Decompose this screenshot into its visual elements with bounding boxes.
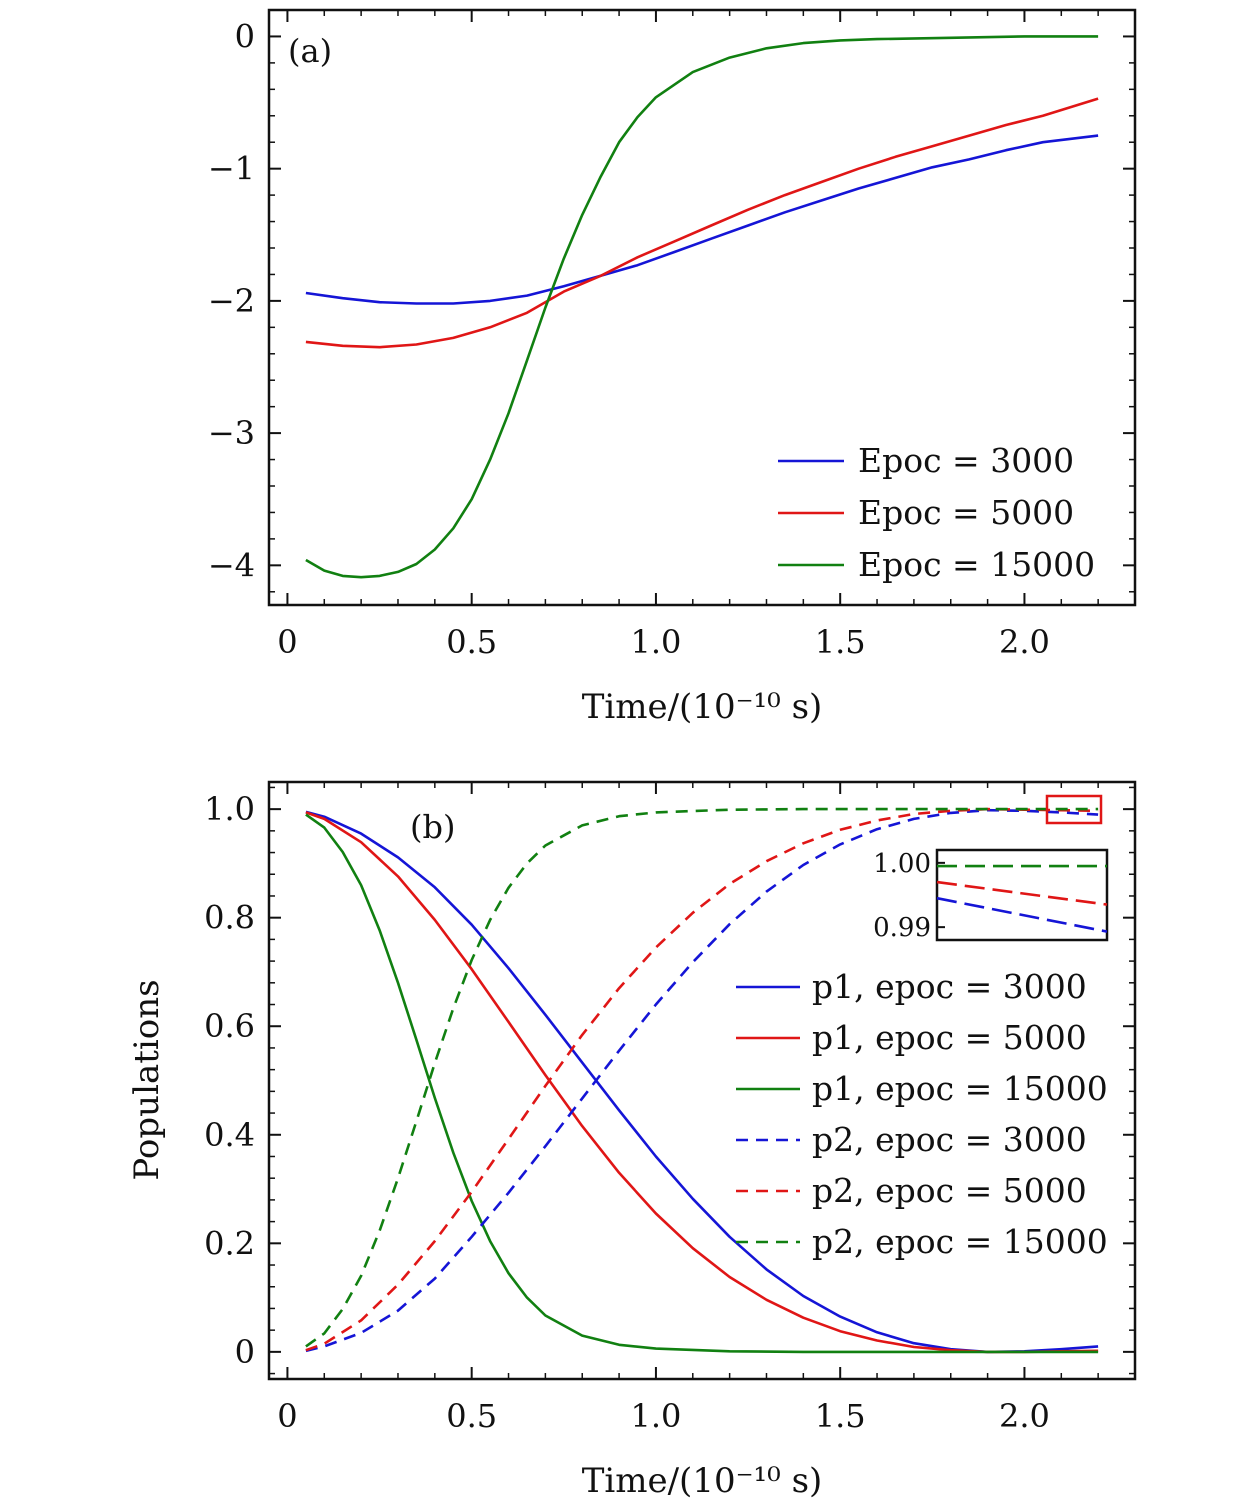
x-tick-label: 0.5 bbox=[446, 1397, 497, 1435]
y-tick-label: 0.6 bbox=[204, 1007, 255, 1045]
series-line-3 bbox=[305, 813, 1099, 1354]
zoom-region-box bbox=[1045, 794, 1103, 825]
legend-a: Epoc = 3000 Epoc = 5000 Epoc = 15000 bbox=[778, 441, 1095, 584]
ticks-b: 0 0.5 1.0 1.5 2.0 0 0.2 0.4 0.6 0.8 1.0 bbox=[204, 782, 1135, 1435]
x-tick-label: 2.0 bbox=[999, 1397, 1050, 1435]
panel-b: 0 0.5 1.0 1.5 2.0 0 0.2 0.4 0.6 0.8 1.0 (b) 1.00 0.… bbox=[127, 780, 1137, 1501]
x-tick-label: 1.5 bbox=[815, 1397, 866, 1435]
minor-ticks-a bbox=[269, 10, 1136, 605]
plot-frame-b bbox=[267, 780, 1137, 1381]
y-tick-label: 0.8 bbox=[204, 899, 255, 937]
y-tick-label: −1 bbox=[208, 150, 255, 188]
legend-label: p2, epoc = 5000 bbox=[812, 1171, 1087, 1210]
x-tick-label: 0 bbox=[277, 623, 297, 661]
y-tick-label: 0 bbox=[235, 1333, 255, 1371]
legend-label: p1, epoc = 3000 bbox=[812, 967, 1087, 1006]
minor-ticks-b bbox=[269, 782, 1136, 1379]
legend-b: p1, epoc = 3000 p1, epoc = 5000 p1, epoc =… bbox=[736, 967, 1108, 1261]
series-line-6 bbox=[305, 807, 1099, 1348]
y-tick-label: 0.4 bbox=[204, 1116, 255, 1154]
panel-label-b: (b) bbox=[410, 808, 455, 846]
series-line-2 bbox=[305, 97, 1099, 349]
inset-plot: 1.00 0.99 bbox=[873, 848, 1109, 943]
x-tick-label: 1.5 bbox=[815, 623, 866, 661]
legend-label: p1, epoc = 15000 bbox=[812, 1069, 1108, 1108]
series-line-1 bbox=[305, 134, 1099, 305]
inset-series-line-3 bbox=[936, 896, 1108, 933]
series-group-a bbox=[305, 35, 1099, 579]
panel-a: 0 0.5 1.0 1.5 2.00−1−2−3−4 (a) Epoc = 3000Ep… bbox=[208, 8, 1137, 727]
legend-label: Epoc = 15000 bbox=[858, 545, 1095, 584]
x-tick-label: 0 bbox=[277, 1397, 297, 1435]
x-axis-title-a: Time/(10⁻¹⁰ s) bbox=[582, 687, 823, 727]
series-group-b bbox=[305, 807, 1099, 1354]
legend-label: p1, epoc = 5000 bbox=[812, 1018, 1087, 1057]
inset-series-line-2 bbox=[936, 880, 1108, 906]
y-tick-label: −3 bbox=[208, 414, 255, 452]
y-axis-title-b: Populations bbox=[127, 979, 167, 1180]
panel-label-a: (a) bbox=[288, 32, 332, 70]
plot-frame-a bbox=[267, 8, 1137, 607]
x-tick-label: 0.5 bbox=[446, 623, 497, 661]
y-tick-label: −2 bbox=[208, 282, 255, 320]
legend-label: Epoc = 3000 bbox=[858, 441, 1074, 480]
x-tick-label: 1.0 bbox=[630, 1397, 681, 1435]
legend-label: Epoc = 5000 bbox=[858, 493, 1074, 532]
legend-label: p2, epoc = 15000 bbox=[812, 1222, 1108, 1261]
series-line-3 bbox=[305, 35, 1099, 579]
inset-ticks: 1.00 0.99 bbox=[873, 849, 945, 943]
y-tick-label: −4 bbox=[208, 546, 255, 584]
inset-series-group bbox=[936, 864, 1108, 933]
y-tick-label: 1.0 bbox=[204, 790, 255, 828]
y-tick-label: 0.2 bbox=[204, 1224, 255, 1262]
inset-y-tick-label: 1.00 bbox=[873, 849, 931, 879]
x-tick-label: 1.0 bbox=[630, 623, 681, 661]
x-tick-label: 2.0 bbox=[999, 623, 1050, 661]
legend-label: p2, epoc = 3000 bbox=[812, 1120, 1087, 1159]
x-axis-title-b: Time/(10⁻¹⁰ s) bbox=[582, 1461, 823, 1501]
y-tick-label: 0 bbox=[235, 17, 255, 55]
ticks-a: 0 0.5 1.0 1.5 2.0 0 −1 −2 −3 −4 bbox=[208, 10, 1135, 661]
inset-y-tick-label: 0.99 bbox=[873, 913, 931, 943]
